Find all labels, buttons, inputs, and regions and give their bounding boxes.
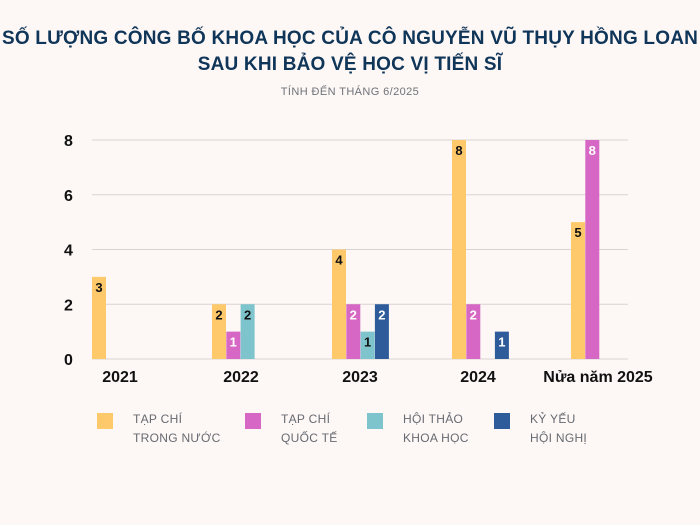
bar [494, 331, 509, 359]
data-label: 1 [364, 335, 371, 350]
bar [585, 140, 600, 359]
bar [332, 249, 346, 359]
legend-label-line-2: KHOA HỌC [403, 431, 469, 445]
legend-swatch [494, 413, 510, 429]
data-label: 2 [350, 307, 357, 322]
chart-title: SỐ LƯỢNG CÔNG BỐ KHOA HỌC CỦA CÔ NGUYỄN … [0, 26, 700, 78]
bar [374, 304, 389, 359]
y-tick-label: 8 [64, 133, 73, 150]
legend-label-line-1: HỘI THẢO [403, 412, 464, 426]
legend-swatch [97, 413, 113, 429]
data-label: 8 [455, 143, 462, 158]
bar [346, 304, 361, 359]
data-label: 2 [470, 307, 477, 322]
data-label: 5 [574, 225, 581, 240]
bar [466, 304, 481, 359]
bar [360, 331, 375, 359]
legend-label-line-2: QUỐC TẾ [281, 431, 338, 445]
chart-title-line-1: SỐ LƯỢNG CÔNG BỐ KHOA HỌC CỦA CÔ NGUYỄN … [1, 28, 699, 49]
chart-title-line-2: SAU KHI BẢO VỆ HỌC VỊ TIẾN SĨ [197, 54, 503, 75]
legend-label-line-2: TRONG NƯỚC [133, 431, 221, 445]
data-label: 1 [230, 335, 237, 350]
legend-swatch [245, 413, 261, 429]
y-tick-label: 6 [64, 188, 73, 205]
bar [452, 140, 466, 359]
x-tick-label: 2023 [342, 369, 378, 386]
legend-label: TẠP CHÍ QUỐC TẾ [281, 410, 401, 448]
legend-label-line-1: TẠP CHÍ [133, 412, 183, 426]
data-label: 1 [498, 335, 505, 350]
data-label: 8 [589, 143, 596, 158]
legend-label-line-2: HỘI NGHỊ [530, 431, 588, 445]
y-tick-label: 4 [64, 243, 73, 260]
data-label: 2 [244, 307, 251, 322]
chart-subtitle: TÍNH ĐẾN THÁNG 6/2025 [280, 86, 420, 98]
legend-swatch [367, 413, 383, 429]
y-tick-label: 2 [64, 297, 73, 314]
x-tick-label: Nửa năm 2025 [543, 369, 653, 386]
data-label: 4 [335, 253, 343, 268]
legend-label: KỶ YẾU HỘI NGHỊ [530, 410, 650, 448]
data-label: 2 [378, 307, 385, 322]
y-tick-label: 0 [64, 352, 73, 369]
bar [240, 304, 255, 359]
legend-label: HỘI THẢO KHOA HỌC [403, 410, 523, 448]
bar [212, 304, 226, 359]
chart-legend: TẠP CHÍ TRONG NƯỚC TẠP CHÍ QUỐC TẾ HỘI THẢO K… [0, 408, 700, 458]
x-tick-label: 2024 [460, 369, 496, 386]
x-tick-label: 2021 [102, 369, 138, 386]
legend-label-line-1: TẠP CHÍ [281, 412, 331, 426]
bar [226, 331, 241, 359]
data-label: 3 [95, 280, 102, 295]
x-tick-label: 2022 [223, 369, 259, 386]
legend-label-line-1: KỶ YẾU [530, 412, 576, 426]
bar [92, 276, 106, 359]
data-label: 2 [215, 307, 222, 322]
legend-label: TẠP CHÍ TRONG NƯỚC [133, 410, 253, 448]
bar [571, 222, 585, 359]
